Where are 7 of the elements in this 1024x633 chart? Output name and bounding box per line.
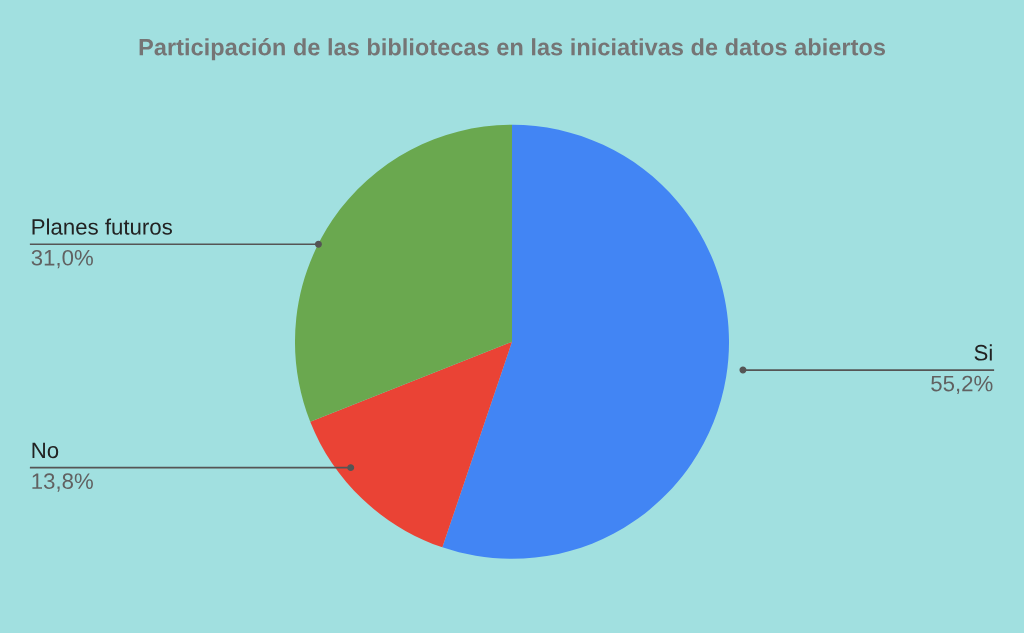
slice-label: No <box>32 442 59 459</box>
slice-label: Si <box>974 344 992 361</box>
chart-title: Participación de las bibliotecas en las iniciativas de datos abiertos <box>139 37 886 61</box>
data-label: 31,0% <box>31 249 93 269</box>
slice-label: Planes futuros <box>32 218 172 235</box>
data-label: 55,2% <box>931 375 993 395</box>
data-label: 13,8% <box>32 473 93 492</box>
